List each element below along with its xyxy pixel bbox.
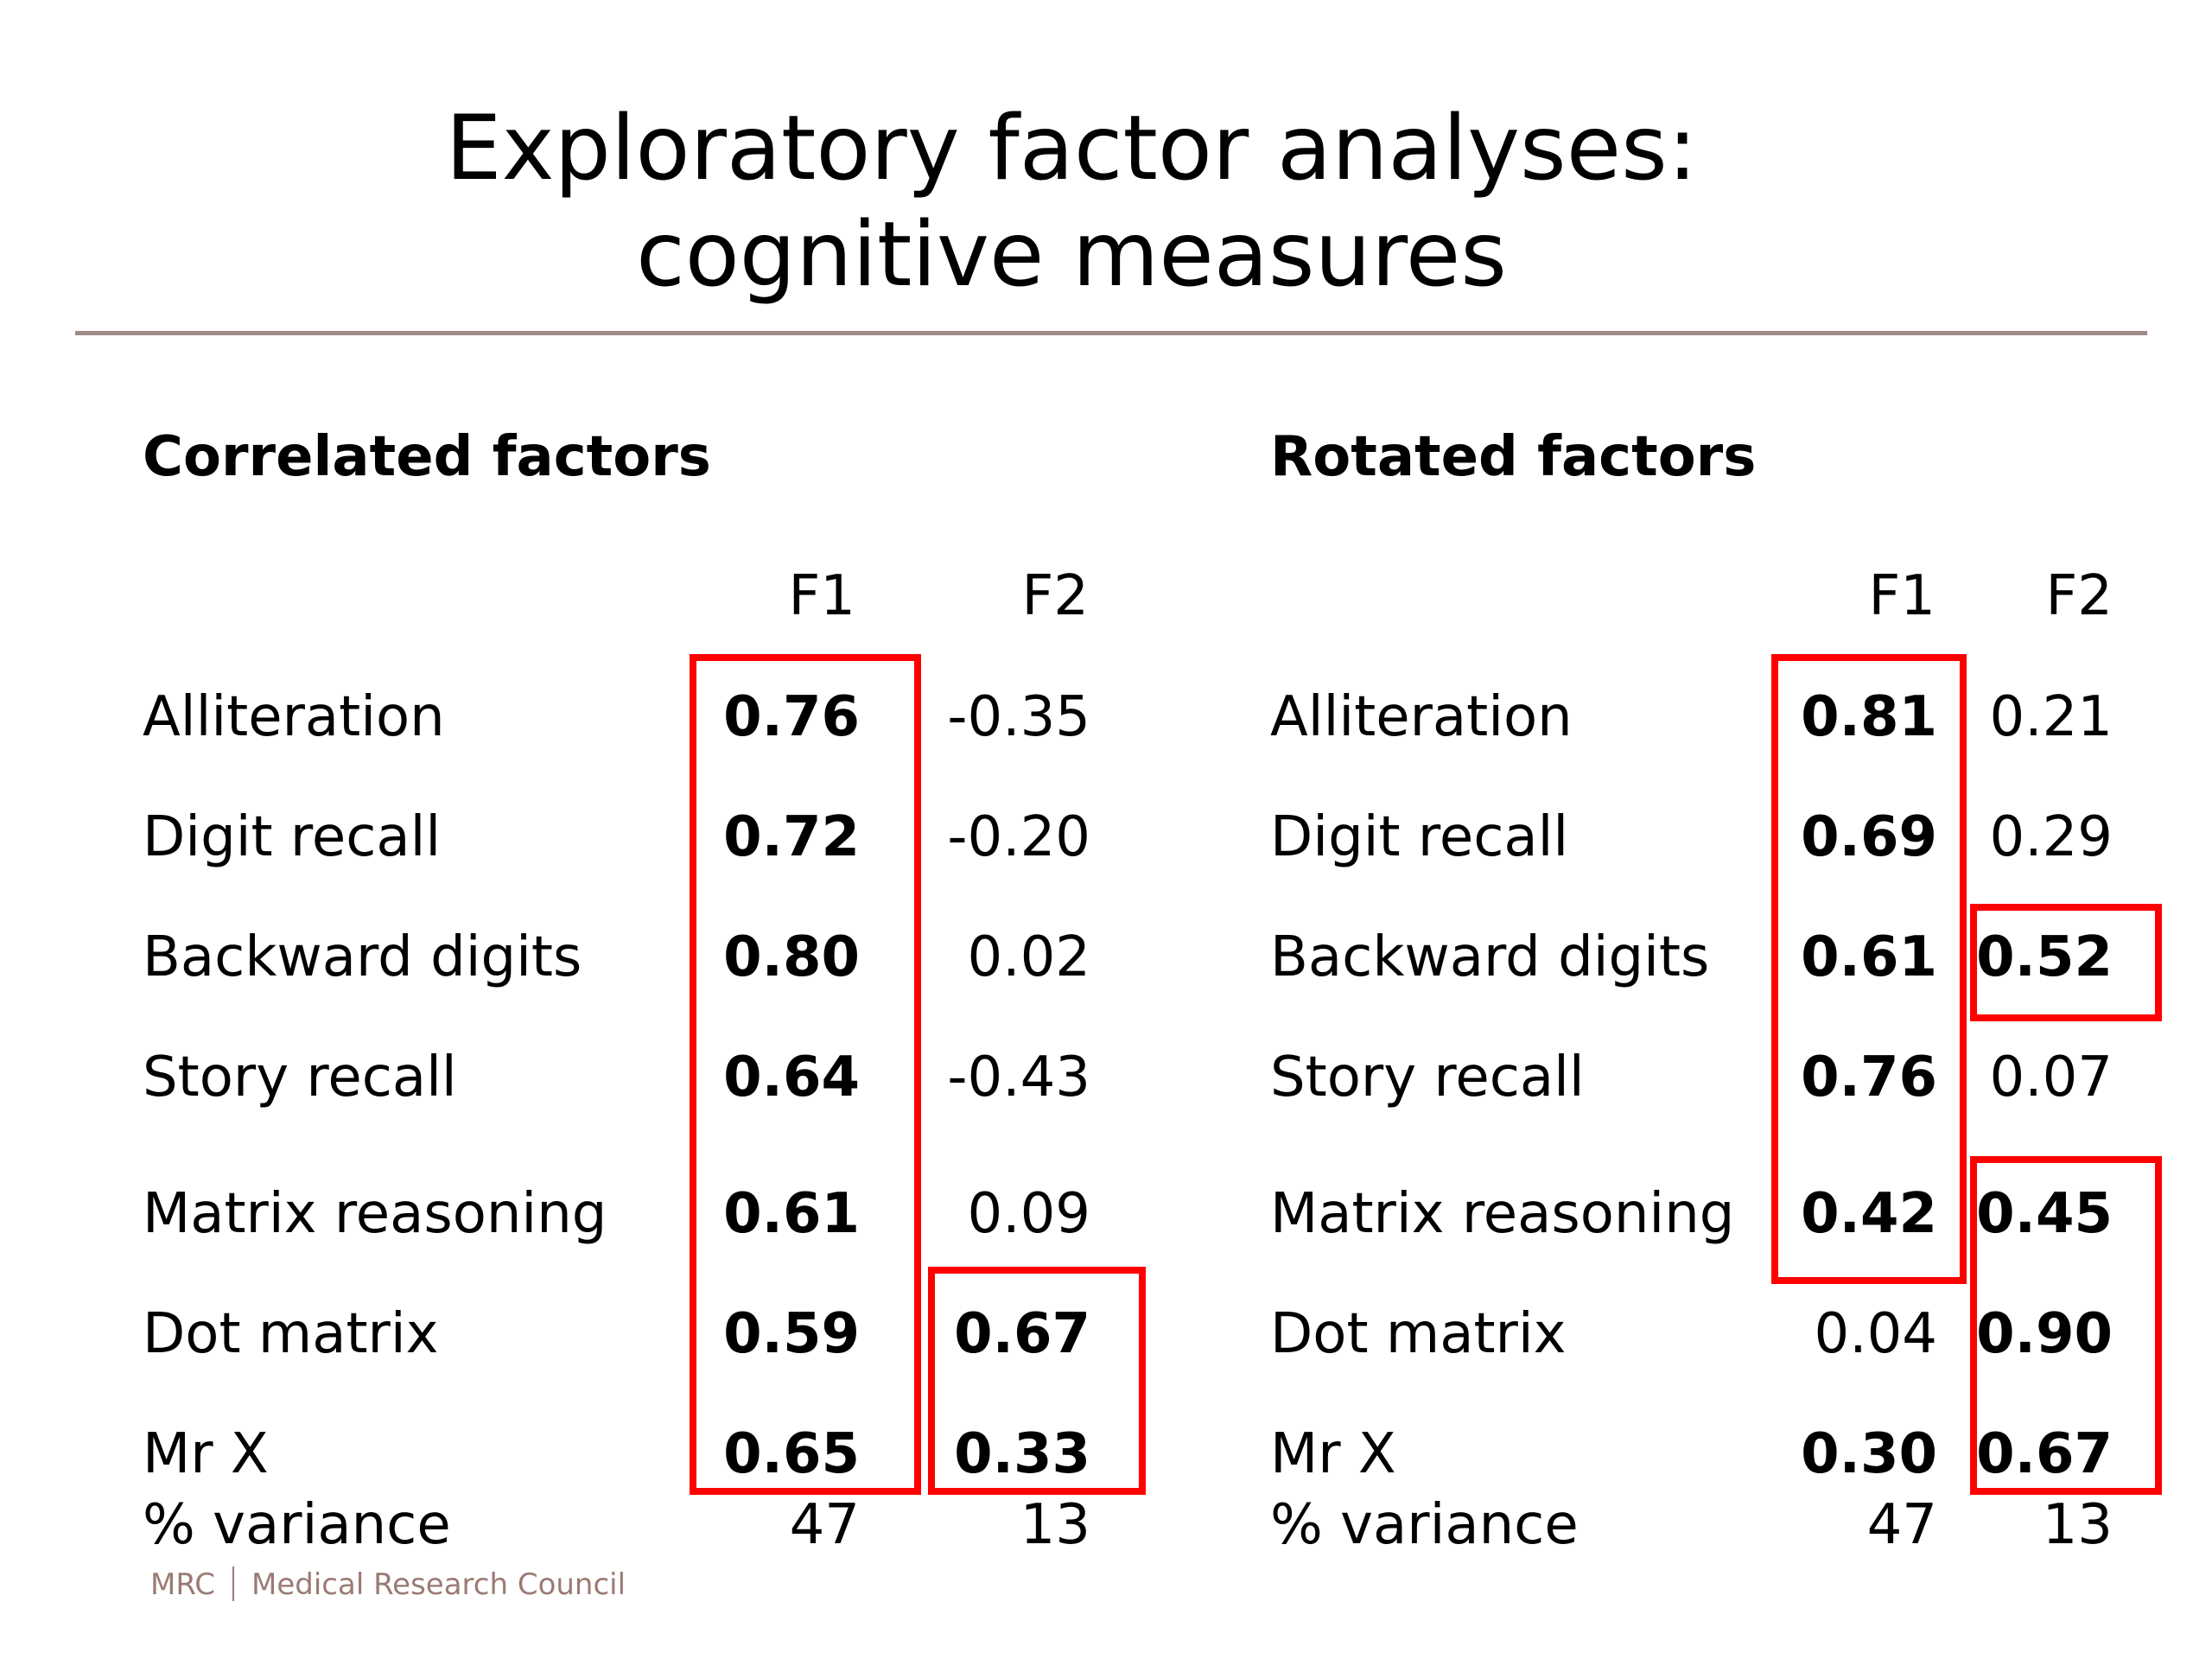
slide-title-line-1: Exploratory factor analyses:	[445, 97, 1698, 200]
row-label: Alliteration	[1270, 685, 1573, 749]
row-label: Alliteration	[143, 685, 445, 749]
row-label: Matrix reasoning	[143, 1182, 607, 1246]
slide-title-line-2: cognitive measures	[636, 203, 1507, 307]
f2-value: 0.67	[1976, 1422, 2113, 1486]
f2-value: 0.29	[1989, 805, 2113, 869]
f1-value: 0.80	[723, 925, 860, 989]
row-label: Dot matrix	[1270, 1302, 1567, 1366]
variance-f2: 13	[1020, 1493, 1090, 1557]
f1-value: 0.76	[723, 685, 860, 749]
f2-value: -0.35	[947, 685, 1090, 749]
variance-f2: 13	[2042, 1493, 2113, 1557]
f1-value: 0.76	[1801, 1046, 1937, 1109]
row-label: Story recall	[1270, 1046, 1585, 1109]
f2-value: 0.07	[1989, 1046, 2113, 1109]
col-header-f1: F1	[1868, 564, 1936, 628]
row-label: Dot matrix	[143, 1302, 439, 1366]
highlight-box-correlated-f1	[690, 654, 921, 1495]
rotated-factors-heading: Rotated factors	[1270, 425, 1757, 489]
f2-value: 0.52	[1976, 925, 2113, 989]
variance-label: % variance	[143, 1493, 451, 1557]
f2-value: 0.33	[954, 1422, 1090, 1486]
f1-value: 0.61	[723, 1182, 860, 1246]
highlight-box-rotated-f1	[1771, 654, 1967, 1284]
f1-value: 0.65	[723, 1422, 860, 1486]
title-divider	[75, 331, 2147, 335]
row-label: Digit recall	[1270, 805, 1569, 869]
f2-value: 0.45	[1976, 1182, 2113, 1246]
f1-value: 0.64	[723, 1046, 860, 1109]
row-label: Mr X	[143, 1422, 269, 1486]
correlated-factors-heading: Correlated factors	[143, 425, 711, 489]
f2-value: -0.20	[947, 805, 1090, 869]
f1-value: 0.81	[1801, 685, 1937, 749]
row-label: Backward digits	[1270, 925, 1710, 989]
footer-org-short: MRC	[150, 1567, 216, 1602]
f1-value: 0.61	[1801, 925, 1937, 989]
row-label: Matrix reasoning	[1270, 1182, 1735, 1246]
f2-value: 0.67	[954, 1302, 1090, 1366]
footer-logo: MRC Medical Research Council	[150, 1566, 626, 1604]
row-label: Digit recall	[143, 805, 442, 869]
highlight-box-rotated-backward-digits-f2	[1970, 904, 2162, 1021]
variance-label: % variance	[1270, 1493, 1579, 1557]
col-header-f2: F2	[1021, 564, 1089, 628]
f1-value: 0.69	[1801, 805, 1937, 869]
col-header-f2: F2	[2045, 564, 2113, 628]
footer-divider	[232, 1567, 235, 1601]
f2-value: 0.21	[1989, 685, 2113, 749]
highlight-box-correlated-f2	[928, 1267, 1146, 1495]
f2-value: -0.43	[947, 1046, 1090, 1109]
highlight-box-rotated-f2	[1970, 1156, 2162, 1495]
variance-f1: 47	[789, 1493, 860, 1557]
f1-value: 0.04	[1814, 1302, 1938, 1366]
footer-org-full: Medical Research Council	[251, 1567, 626, 1602]
f1-value: 0.72	[723, 805, 860, 869]
variance-f1: 47	[1866, 1493, 1937, 1557]
col-header-f1: F1	[788, 564, 855, 628]
row-label: Story recall	[143, 1046, 457, 1109]
f2-value: 0.02	[967, 925, 1091, 989]
f1-value: 0.30	[1801, 1422, 1937, 1486]
row-label: Mr X	[1270, 1422, 1396, 1486]
row-label: Backward digits	[143, 925, 582, 989]
f1-value: 0.59	[723, 1302, 860, 1366]
f2-value: 0.90	[1976, 1302, 2113, 1366]
f1-value: 0.42	[1801, 1182, 1937, 1246]
f2-value: 0.09	[967, 1182, 1091, 1246]
